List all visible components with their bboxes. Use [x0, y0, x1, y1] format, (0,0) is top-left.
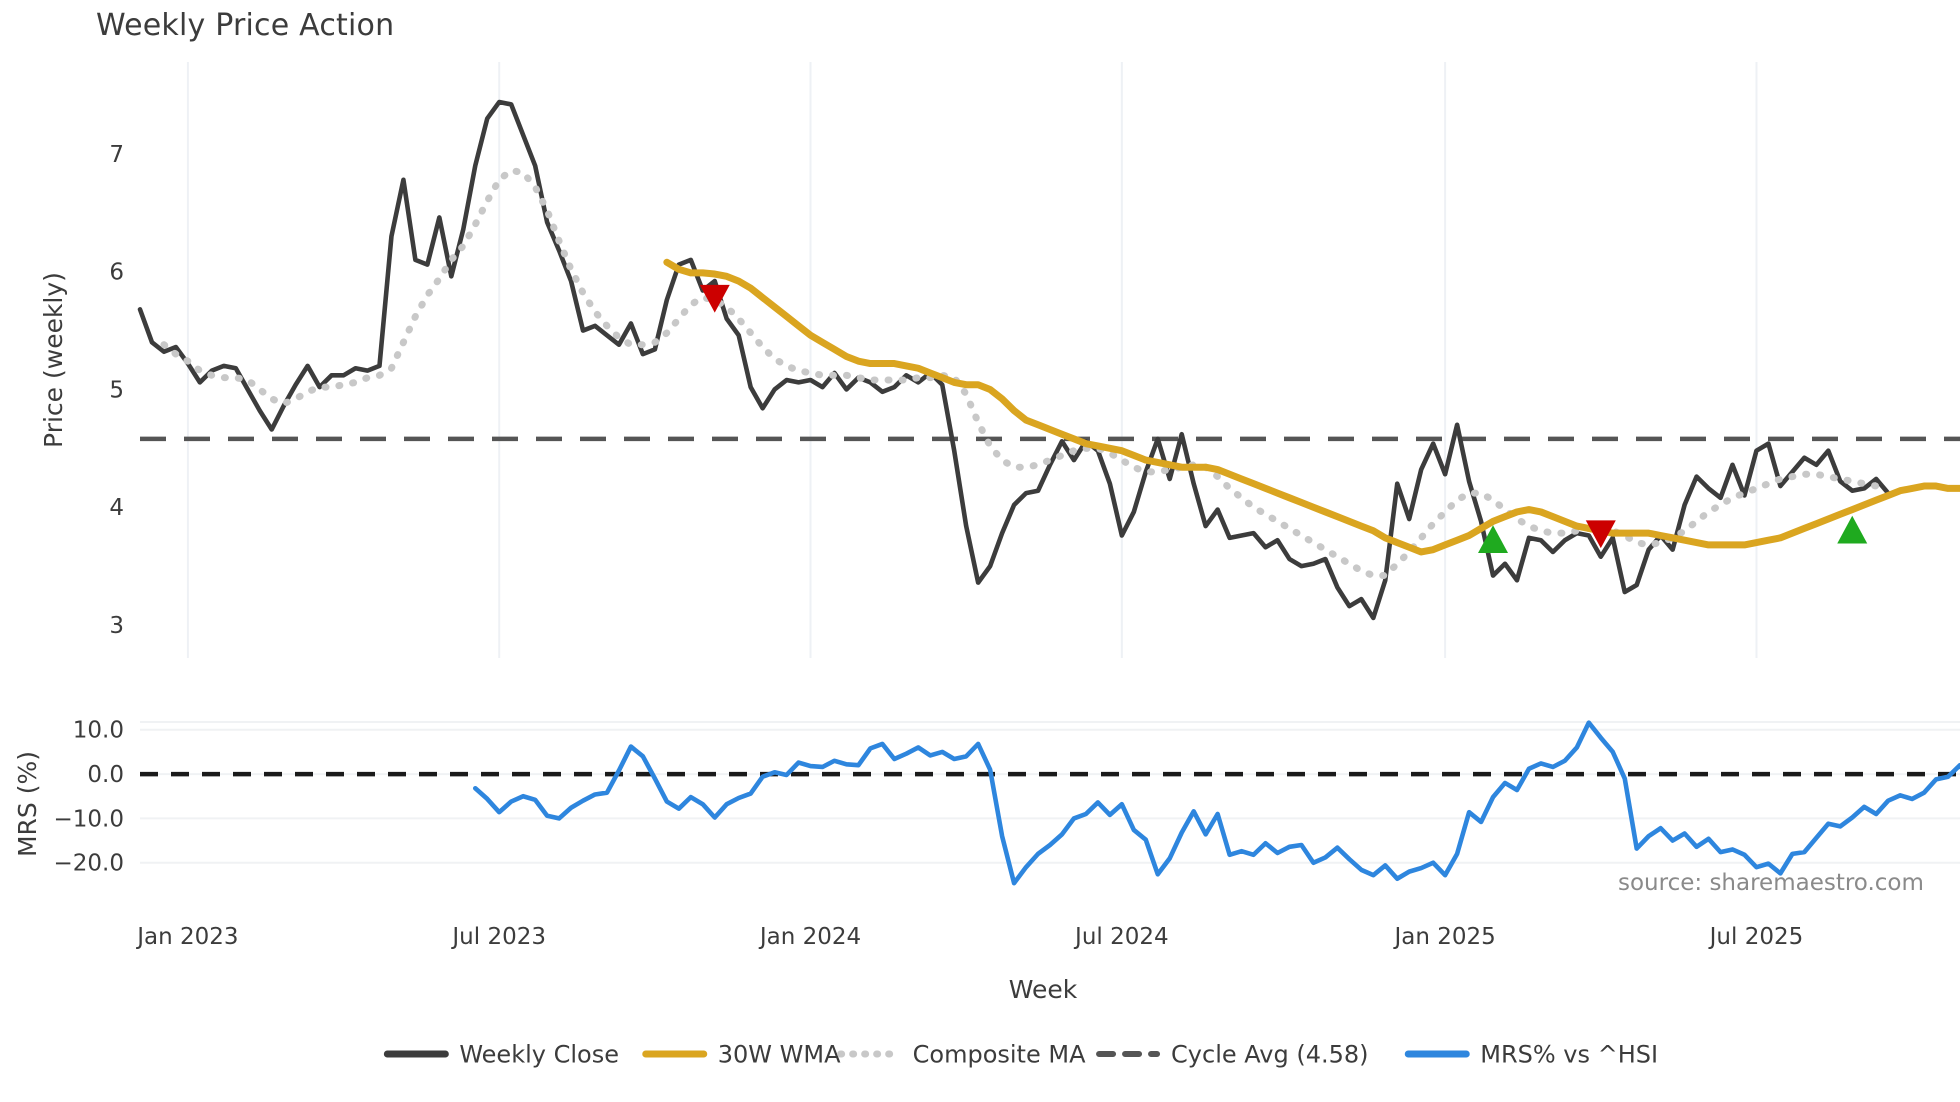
series-line-composite-ma	[160, 166, 1880, 580]
legend-label: 30W WMA	[718, 1041, 841, 1069]
series-line-weekly-close	[137, 99, 1891, 621]
legend-label: MRS% vs ^HSI	[1480, 1041, 1658, 1069]
marker-sell-2	[1585, 520, 1616, 549]
y-axis-title: Price (weekly)	[39, 272, 68, 448]
legend-item-cycle-avg-4-58-[interactable]: Cycle Avg (4.58)	[1096, 1041, 1369, 1069]
x-axis-title: Week	[1009, 975, 1078, 1004]
y-tick-label-0: 10.0	[73, 718, 124, 744]
y-tick-label-4: 7	[109, 142, 124, 168]
y-tick-label-0: 3	[109, 613, 124, 639]
series-line-30w-wma	[663, 258, 1960, 556]
price-panel: 3 4 5 6 7 Price (weekly)	[39, 62, 1960, 658]
y-tick-label-1: 4	[109, 495, 124, 521]
page-title: Weekly Price Action	[96, 8, 395, 43]
legend-label: Cycle Avg (4.58)	[1171, 1041, 1368, 1069]
x-tick-label-5: Jul 2025	[1708, 924, 1804, 950]
y-tick-label-2: −10.0	[54, 806, 124, 832]
marker-sell-0	[699, 284, 730, 313]
x-tick-label-3: Jul 2024	[1073, 924, 1169, 950]
x-tick-label-1: Jul 2023	[450, 924, 546, 950]
legend-label: Composite MA	[913, 1041, 1086, 1069]
x-tick-label-4: Jan 2025	[1392, 924, 1495, 950]
legend-item-30w-wma[interactable]: 30W WMA	[642, 1041, 841, 1069]
chart-legend: Weekly Close 30W WMA Composite MA Cycle Avg…	[383, 1041, 1658, 1069]
y-tick-label-1: 0.0	[87, 762, 124, 788]
legend-item-weekly-close[interactable]: Weekly Close	[383, 1041, 619, 1069]
mrs-panel: 10.0 0.0 −10.0 −20.0 MRS (%) Jan 2023 Jul 2023…	[13, 718, 1960, 950]
x-tick-label-2: Jan 2024	[758, 924, 861, 950]
y-tick-label-3: −20.0	[54, 851, 124, 877]
legend-label: Weekly Close	[459, 1041, 619, 1069]
y-tick-label-3: 6	[109, 260, 124, 286]
x-tick-label-0: Jan 2023	[135, 924, 238, 950]
marker-buy-3	[1837, 515, 1868, 544]
y-tick-label-2: 5	[109, 377, 124, 403]
legend-item-composite-ma[interactable]: Composite MA	[837, 1041, 1086, 1069]
series-line-mrs-vs-hsi	[472, 720, 1960, 886]
marker-buy-1	[1478, 525, 1509, 553]
source-watermark: source: sharemaestro.com	[1618, 870, 1924, 896]
legend-item-mrs-vs-hsi[interactable]: MRS% vs ^HSI	[1404, 1041, 1658, 1069]
y-axis-title: MRS (%)	[13, 751, 42, 857]
